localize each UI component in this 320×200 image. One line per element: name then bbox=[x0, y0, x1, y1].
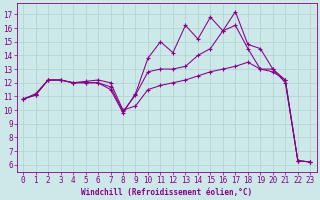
X-axis label: Windchill (Refroidissement éolien,°C): Windchill (Refroidissement éolien,°C) bbox=[81, 188, 252, 197]
